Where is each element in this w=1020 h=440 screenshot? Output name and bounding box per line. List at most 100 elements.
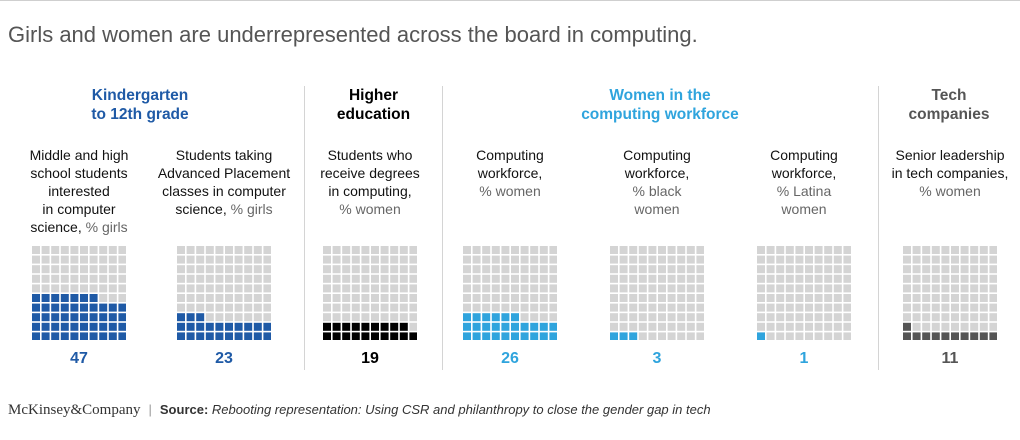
- waffle-cell-empty: [804, 303, 813, 312]
- waffle-cell-empty: [510, 274, 519, 283]
- waffle-cell-filled: [902, 332, 911, 341]
- waffle-cell-empty: [224, 265, 233, 274]
- waffle-cell-empty: [960, 303, 969, 312]
- waffle-cell-empty: [638, 284, 647, 293]
- waffle-cell-empty: [686, 303, 695, 312]
- waffle-cell-empty: [931, 313, 940, 322]
- waffle-cell-empty: [941, 303, 950, 312]
- waffle-cell-filled: [89, 313, 98, 322]
- waffle-cell-empty: [638, 274, 647, 283]
- panel-description-main: Middle and high school students interest…: [29, 147, 129, 235]
- waffle-cell-empty: [263, 255, 272, 264]
- waffle-cell-empty: [481, 246, 490, 254]
- waffle-cell-empty: [912, 313, 921, 322]
- waffle-cell-empty: [843, 332, 852, 341]
- waffle-cell-empty: [332, 246, 341, 254]
- waffle-cell-empty: [941, 246, 950, 254]
- waffle-cell-empty: [676, 265, 685, 274]
- waffle-cell-empty: [785, 322, 794, 331]
- waffle-cell-empty: [931, 274, 940, 283]
- waffle-cell-empty: [118, 246, 127, 254]
- waffle-cell-empty: [176, 246, 185, 254]
- waffle-cell-filled: [205, 332, 214, 341]
- waffle-cell-empty: [539, 284, 548, 293]
- waffle-cell-empty: [969, 274, 978, 283]
- waffle-cell-empty: [931, 294, 940, 302]
- waffle-cell-empty: [361, 274, 370, 283]
- waffle-cell-empty: [823, 255, 832, 264]
- waffle-cell-empty: [263, 246, 272, 254]
- waffle-cell-empty: [50, 274, 59, 283]
- waffle-cell-empty: [243, 255, 252, 264]
- waffle-cell-filled: [98, 313, 107, 322]
- waffle-cell-filled: [79, 313, 88, 322]
- waffle-cell-filled: [50, 322, 59, 331]
- value-label: 11: [941, 350, 959, 367]
- waffle-cell-empty: [322, 265, 331, 274]
- waffle-cell-filled: [409, 332, 418, 341]
- waffle-cell-empty: [979, 246, 988, 254]
- waffle-cell-empty: [253, 274, 262, 283]
- source-label: Source:: [159, 402, 209, 417]
- waffle-cell-empty: [549, 255, 558, 264]
- waffle-cell-empty: [399, 294, 408, 302]
- waffle-cell-empty: [108, 274, 117, 283]
- waffle-cell-filled: [481, 313, 490, 322]
- waffle-cell-empty: [814, 284, 823, 293]
- waffle-cell-empty: [657, 284, 666, 293]
- waffle-cell-empty: [118, 274, 127, 283]
- waffle-cell-empty: [70, 265, 79, 274]
- waffle-cell-filled: [98, 322, 107, 331]
- waffle-cell-empty: [960, 246, 969, 254]
- waffle-cell-empty: [539, 246, 548, 254]
- waffle-cell-empty: [686, 246, 695, 254]
- waffle-cell-filled: [31, 294, 40, 302]
- waffle-cell-filled: [399, 322, 408, 331]
- waffle-cell-empty: [775, 284, 784, 293]
- waffle-cell-empty: [921, 322, 930, 331]
- waffle-cell-empty: [814, 246, 823, 254]
- waffle-cell-filled: [902, 322, 911, 331]
- waffle-cell-empty: [696, 303, 705, 312]
- group-divider: [442, 86, 443, 370]
- waffle-cell-filled: [60, 332, 69, 341]
- waffle-cell-empty: [332, 284, 341, 293]
- waffle-cell-filled: [243, 322, 252, 331]
- waffle-cell-empty: [234, 274, 243, 283]
- waffle-cell-empty: [176, 303, 185, 312]
- waffle-cell-empty: [399, 313, 408, 322]
- waffle-cell-empty: [195, 255, 204, 264]
- waffle-grid: [902, 246, 998, 341]
- waffle-cell-empty: [462, 265, 471, 274]
- waffle-cell-empty: [941, 255, 950, 264]
- panel-description-unit: % girls: [226, 201, 273, 217]
- waffle-cell-empty: [979, 313, 988, 322]
- waffle-grid: [176, 246, 272, 341]
- waffle-cell-filled: [491, 332, 500, 341]
- waffle-cell-empty: [60, 246, 69, 254]
- waffle-cell-empty: [795, 294, 804, 302]
- waffle-cell-empty: [657, 303, 666, 312]
- waffle-cell-empty: [409, 303, 418, 312]
- waffle-cell-empty: [89, 265, 98, 274]
- waffle-cell-filled: [176, 322, 185, 331]
- waffle-cell-empty: [481, 284, 490, 293]
- waffle-cell-empty: [756, 255, 765, 264]
- waffle-cell-empty: [931, 303, 940, 312]
- waffle-cell-filled: [186, 313, 195, 322]
- waffle-cell-empty: [667, 255, 676, 264]
- waffle-cell-empty: [804, 246, 813, 254]
- waffle-panel: Students taking Advanced Placement class…: [149, 0, 299, 440]
- waffle-cell-filled: [950, 332, 959, 341]
- waffle-grid: [31, 246, 127, 341]
- waffle-cell-empty: [676, 332, 685, 341]
- waffle-cell-empty: [186, 294, 195, 302]
- waffle-cell-empty: [89, 255, 98, 264]
- waffle-cell-empty: [921, 313, 930, 322]
- waffle-cell-empty: [529, 294, 538, 302]
- waffle-cell-empty: [941, 313, 950, 322]
- panel-description-unit: % black women: [632, 183, 682, 217]
- waffle-cell-empty: [41, 265, 50, 274]
- waffle-cell-empty: [520, 265, 529, 274]
- waffle-cell-empty: [529, 265, 538, 274]
